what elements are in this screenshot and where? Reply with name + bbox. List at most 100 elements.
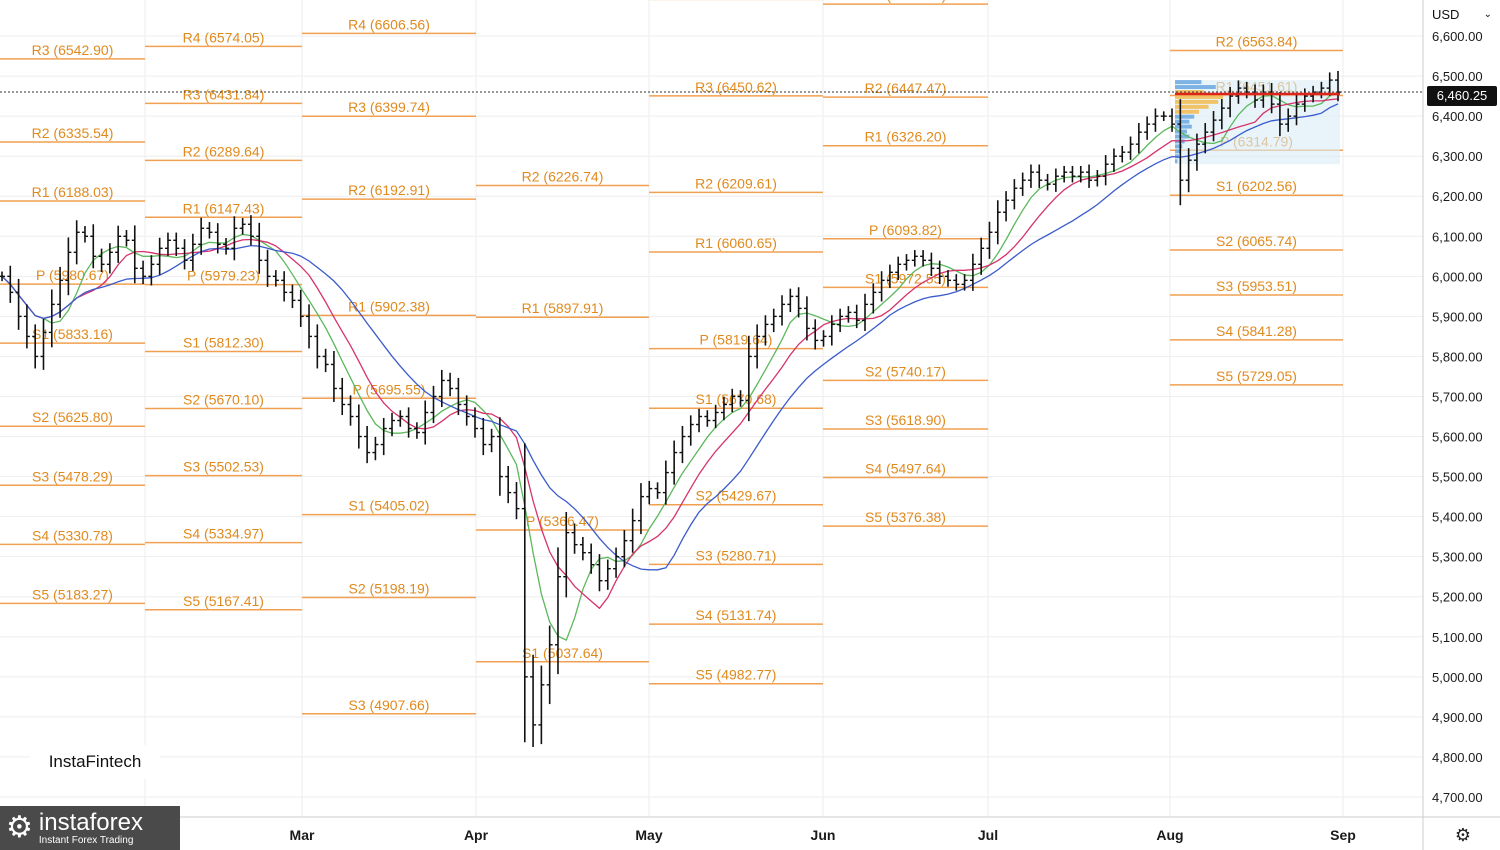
ohlc-bar xyxy=(563,511,570,598)
ohlc-bar xyxy=(223,238,230,255)
ohlc-bar xyxy=(828,315,835,346)
pivot-label: S3 (5953.51) xyxy=(1216,278,1297,294)
pivot-label: S5 (5167.41) xyxy=(183,593,264,609)
ohlc-bar xyxy=(604,559,611,590)
ohlc-bar xyxy=(447,372,454,397)
volume-profile-bar xyxy=(1175,159,1178,164)
ohlc-bar xyxy=(198,217,205,255)
ohlc-bar xyxy=(928,252,935,277)
pivot-label: R2 (6226.74) xyxy=(522,169,604,185)
pivot-label: R1 (6188.03) xyxy=(32,184,114,200)
ohlc-bar xyxy=(148,255,155,286)
ohlc-bar xyxy=(40,318,47,370)
ohlc-bar xyxy=(505,466,512,504)
pivot-label: R4 (6574.05) xyxy=(183,29,265,45)
ohlc-bar xyxy=(862,293,869,331)
x-tick-label: May xyxy=(635,827,662,843)
ohlc-bar xyxy=(978,237,985,275)
ohlc-bar xyxy=(646,480,653,505)
pivot-label: S4 (5841.28) xyxy=(1216,323,1297,339)
pivot-label: R2 (6289.64) xyxy=(183,143,265,159)
ohlc-bar xyxy=(1036,164,1043,188)
ohlc-bar xyxy=(837,308,844,333)
ohlc-bar xyxy=(281,271,288,302)
pivot-label: R3 (6399.74) xyxy=(348,99,430,115)
ohlc-bar xyxy=(98,248,105,273)
ohlc-bar xyxy=(571,523,578,554)
ohlc-bar xyxy=(189,233,196,271)
ohlc-bar xyxy=(554,547,561,675)
y-tick-label: 5,500.00 xyxy=(1432,470,1483,485)
ohlc-bar xyxy=(1102,155,1109,186)
ma-mid-line xyxy=(1,98,1339,610)
ohlc-bar xyxy=(480,417,487,456)
settings-button[interactable]: ⚙ xyxy=(1450,822,1476,848)
currency-select[interactable]: USD ⌄ xyxy=(1424,0,1500,28)
ohlc-bar xyxy=(1152,108,1159,132)
ohlc-bar xyxy=(471,407,478,438)
ohlc-bar xyxy=(48,289,55,348)
ohlc-bar xyxy=(214,223,221,254)
ohlc-bar xyxy=(297,289,304,327)
pivot-label: P (5979.23) xyxy=(187,268,260,284)
ohlc-bar xyxy=(322,348,329,373)
pivot-label: S1 (5972.55) xyxy=(865,270,946,286)
x-tick-label: Mar xyxy=(290,827,315,843)
ohlc-bar xyxy=(994,200,1001,245)
current-price-line xyxy=(0,91,1423,96)
ohlc-bar xyxy=(181,239,188,270)
pivot-label: P (5819.64) xyxy=(700,332,773,348)
logo-gear-icon: ⚙ xyxy=(6,811,33,844)
ohlc-bar xyxy=(140,260,147,285)
y-tick-label: 4,900.00 xyxy=(1432,710,1483,725)
pivot-label: S1 (6202.56) xyxy=(1216,178,1297,194)
ohlc-bar xyxy=(7,265,14,303)
ohlc-bar xyxy=(1044,173,1051,191)
ohlc-bar xyxy=(579,536,586,561)
pivot-label: S4 (5330.78) xyxy=(32,527,113,543)
ohlc-bars xyxy=(0,70,1341,747)
volume-profile-bar xyxy=(1175,99,1219,104)
pivot-label: S3 (4907.66) xyxy=(349,697,430,713)
ohlc-bar xyxy=(32,324,39,369)
ohlc-bar xyxy=(845,306,852,323)
ohlc-bar xyxy=(696,408,703,433)
ma-slow-line xyxy=(1,103,1339,571)
pivot-label: R4 (6606.56) xyxy=(348,16,430,32)
pivot-label: P (5366.47) xyxy=(526,513,599,529)
volume-profile-bar xyxy=(1175,149,1181,154)
pivot-label: S3 (5478.29) xyxy=(32,468,113,484)
pivot-label: S1 (5405.02) xyxy=(349,498,430,514)
ohlc-bar xyxy=(314,324,321,369)
ohlc-bar xyxy=(911,250,918,267)
ohlc-bar xyxy=(745,335,752,422)
ohlc-bar xyxy=(1235,80,1242,104)
volume-profile-bar xyxy=(1175,134,1190,139)
ohlc-bar xyxy=(247,215,254,246)
ohlc-bar xyxy=(330,350,337,402)
pivot-label: R1 (5902.38) xyxy=(348,298,430,314)
ohlc-bar xyxy=(73,220,80,265)
pivot-label: R2 (6192.91) xyxy=(348,182,430,198)
ohlc-bar xyxy=(380,417,387,456)
ohlc-bar xyxy=(629,508,636,553)
ohlc-bar xyxy=(264,249,271,287)
ohlc-bar xyxy=(488,428,495,453)
ohlc-bar xyxy=(239,218,246,235)
ohlc-bar xyxy=(779,295,786,326)
ohlc-bar xyxy=(405,407,412,438)
y-tick-label: 5,800.00 xyxy=(1432,349,1483,364)
ohlc-bar xyxy=(496,417,503,496)
ohlc-bar xyxy=(654,482,661,499)
ohlc-bar xyxy=(164,232,171,256)
ohlc-bar xyxy=(853,304,860,329)
gear-icon: ⚙ xyxy=(1454,824,1472,845)
y-tick-label: 5,400.00 xyxy=(1432,510,1483,525)
pivot-label: R2 (6563.84) xyxy=(1216,34,1298,50)
ohlc-bar xyxy=(1193,133,1200,171)
pivot-label: S1 (5670.68) xyxy=(696,391,777,407)
volume-profile-bar xyxy=(1175,109,1199,114)
y-tick-label: 6,400.00 xyxy=(1432,109,1483,124)
